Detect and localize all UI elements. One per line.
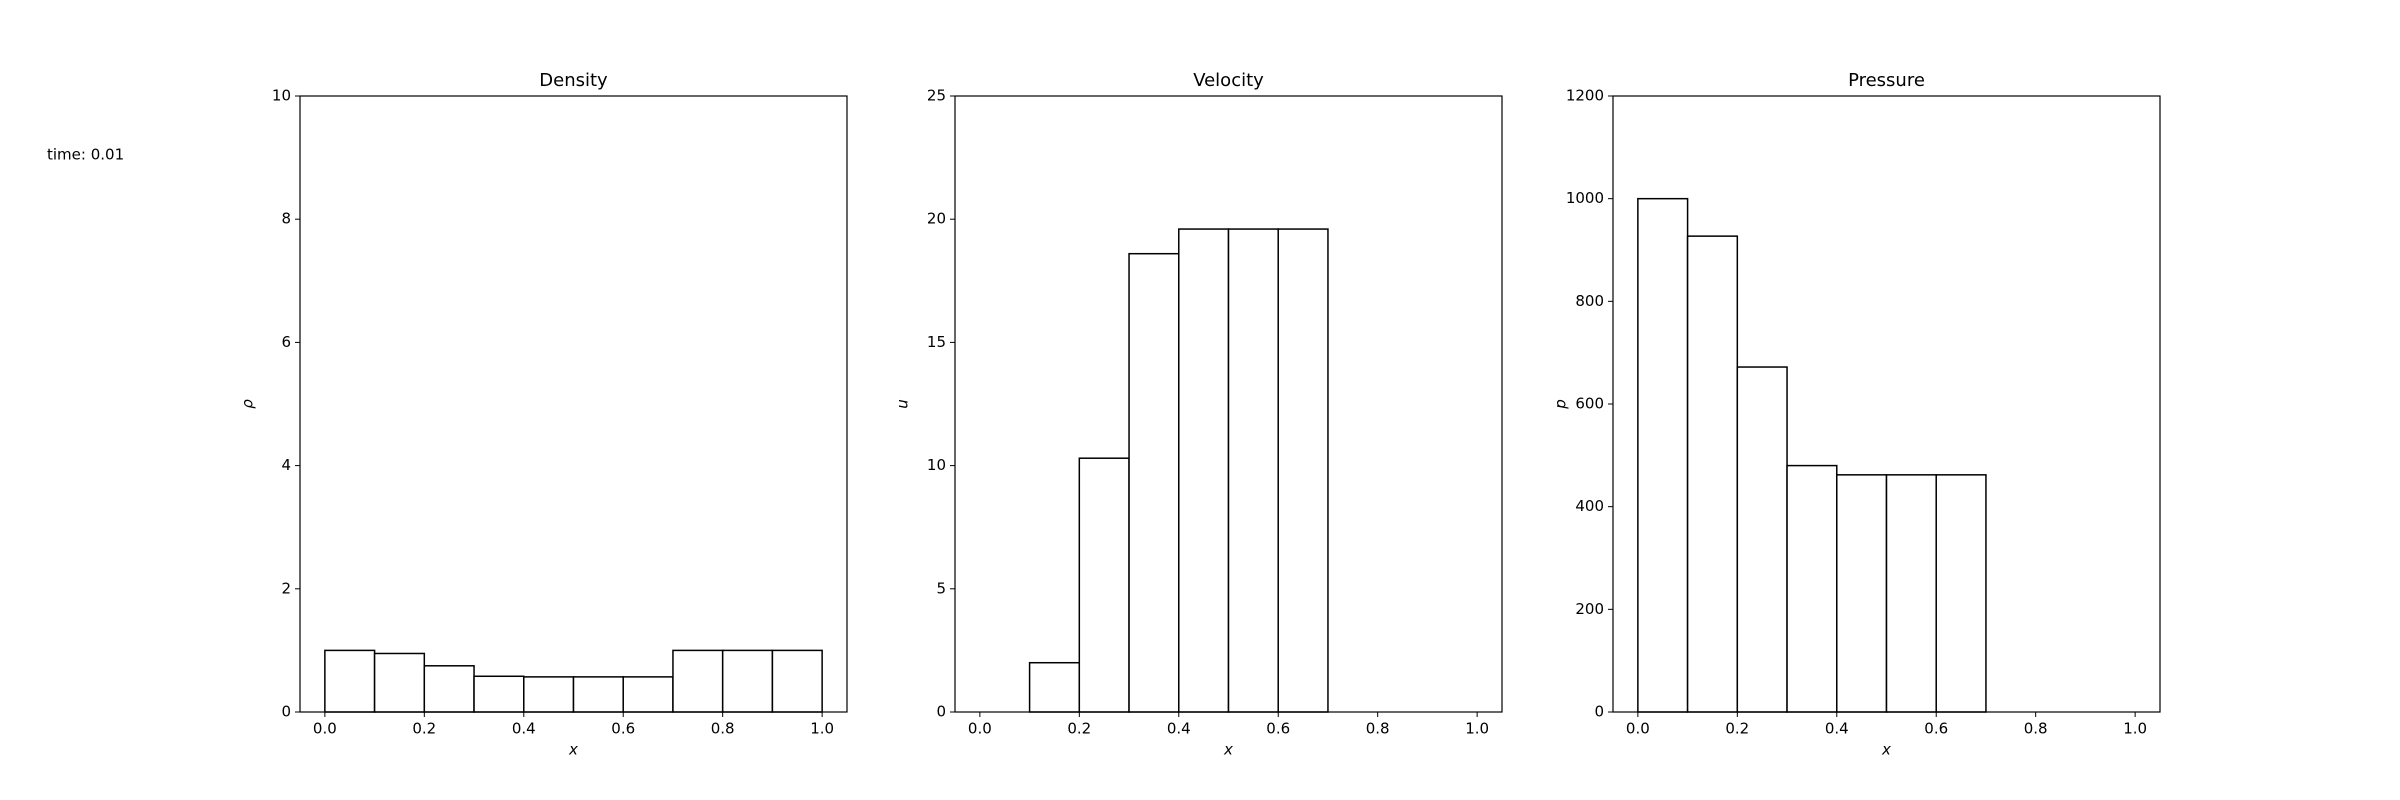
y-tick-label: 800	[1575, 292, 1604, 310]
bar	[1078, 457, 1130, 713]
y-tick-label: 10	[272, 87, 291, 105]
x-tick-label: 0.4	[1167, 720, 1191, 738]
y-tick-label: 0	[1594, 703, 1604, 721]
bar	[572, 676, 624, 713]
y-tick-label: 400	[1575, 497, 1604, 515]
x-tick-label: 1.0	[810, 720, 834, 738]
x-tick-label: 0.8	[711, 720, 735, 738]
x-tick-label: 0.2	[412, 720, 436, 738]
y-tick-label: 200	[1575, 600, 1604, 618]
x-tick-label: 0.0	[313, 720, 337, 738]
x-tick-label: 0.2	[1067, 720, 1091, 738]
bar	[771, 649, 823, 713]
bar	[373, 652, 426, 713]
bar	[1686, 235, 1739, 713]
chart-title: Density	[539, 70, 608, 91]
time-annotation: time: 0.01	[47, 146, 124, 164]
bar	[423, 665, 475, 713]
bar	[523, 676, 575, 713]
chart-title: Pressure	[1848, 70, 1925, 91]
bar	[1277, 228, 1329, 713]
bar	[1885, 474, 1937, 713]
x-axis-label: x	[568, 741, 578, 759]
y-tick-label: 4	[281, 456, 291, 474]
bar	[324, 649, 376, 713]
y-tick-label: 5	[936, 579, 946, 597]
bar	[1178, 228, 1230, 713]
x-axis-label: x	[1223, 741, 1233, 759]
axes-frame	[299, 95, 848, 713]
chart-title: Velocity	[1193, 70, 1264, 91]
bar	[473, 675, 525, 713]
bar	[1935, 474, 1987, 713]
y-tick-label: 600	[1575, 395, 1604, 413]
y-tick-label: 1200	[1566, 87, 1604, 105]
bar	[721, 649, 774, 713]
y-tick-label: 8	[281, 210, 291, 228]
x-tick-label: 0.6	[1924, 720, 1948, 738]
x-tick-label: 0.8	[2024, 720, 2048, 738]
bar	[1736, 366, 1788, 713]
x-tick-label: 1.0	[1465, 720, 1489, 738]
bar	[622, 676, 674, 713]
bar	[1028, 661, 1081, 713]
bar	[1128, 252, 1180, 713]
bar	[1836, 474, 1888, 713]
y-axis-label: p	[1552, 399, 1570, 410]
x-tick-label: 1.0	[2123, 720, 2147, 738]
axes-frame	[954, 95, 1503, 713]
y-tick-label: 2	[281, 579, 291, 597]
x-tick-label: 0.8	[1366, 720, 1390, 738]
y-tick-label: 6	[281, 333, 291, 351]
y-tick-label: 0	[936, 703, 946, 721]
y-tick-label: 1000	[1566, 189, 1604, 207]
y-tick-label: 0	[281, 703, 291, 721]
y-axis-label: u	[894, 399, 912, 409]
bar	[672, 649, 724, 713]
bar	[1786, 464, 1838, 713]
y-tick-label: 15	[927, 333, 946, 351]
x-tick-label: 0.2	[1725, 720, 1749, 738]
y-tick-label: 20	[927, 210, 946, 228]
y-axis-label: ρ	[239, 399, 257, 409]
bar	[1637, 197, 1689, 713]
x-tick-label: 0.0	[1626, 720, 1650, 738]
y-tick-label: 10	[927, 456, 946, 474]
x-tick-label: 0.4	[1825, 720, 1849, 738]
x-axis-label: x	[1881, 741, 1891, 759]
x-tick-label: 0.0	[968, 720, 992, 738]
x-tick-label: 0.4	[512, 720, 536, 738]
bar	[1227, 228, 1279, 713]
y-tick-label: 25	[927, 87, 946, 105]
x-tick-label: 0.6	[1266, 720, 1290, 738]
x-tick-label: 0.6	[611, 720, 635, 738]
